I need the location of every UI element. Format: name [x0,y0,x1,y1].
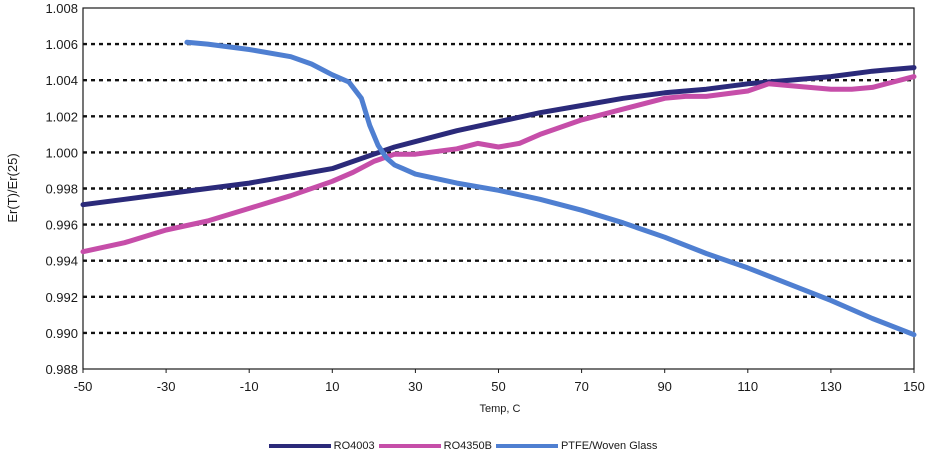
y-axis-title: Er(T)/Er(25) [5,153,20,222]
y-tick-label: 0.996 [45,218,78,233]
x-tick-label: 30 [408,379,422,394]
legend-label-ro4350b: RO4350B [443,440,492,452]
series-layer [80,39,917,338]
legend-item-ptfe: PTFE/Woven Glass [495,440,658,452]
y-tick-label: 1.006 [45,37,78,52]
legend-label-ro4003: RO4003 [333,440,375,452]
y-tick-label: 0.994 [45,254,78,269]
legend-item-ro4350b: RO4350B [378,440,492,452]
x-tick-label: 70 [574,379,588,394]
y-tick-label: 1.008 [45,1,78,16]
y-tick-label: 0.992 [45,290,78,305]
y-tick-label: 1.000 [45,145,78,160]
x-tick-label: 130 [820,379,842,394]
legend-swatch-ro4003 [268,444,331,448]
x-tick-label: 90 [657,379,671,394]
x-tick-label: -10 [240,379,259,394]
x-tick-layer: -50 -30 -10 10 30 50 70 90 110 130 150 [74,369,925,394]
x-tick-label: 110 [737,379,758,394]
y-tick-layer: 0.988 0.990 0.992 0.994 0.996 0.998 1.000 1.002… [45,1,78,377]
y-tick-label: 1.004 [45,73,78,88]
x-tick-label: -50 [74,379,93,394]
x-axis-title: Temp, C [480,403,521,415]
y-tick-label: 0.998 [45,182,78,197]
x-tick-label: -30 [157,379,176,394]
legend-swatch-ptfe [495,444,558,448]
y-tick-label: 0.990 [45,326,78,341]
series-line-2 [184,39,917,338]
series-line-0 [80,65,917,208]
x-tick-label: 50 [491,379,505,394]
legend-label-ptfe: PTFE/Woven Glass [560,440,658,452]
legend-item-ro4003: RO4003 [268,440,375,452]
x-tick-label: 150 [903,379,925,394]
y-tick-label: 1.002 [45,109,78,124]
y-tick-label: 0.988 [45,362,78,377]
legend: RO4003 RO4350B PTFE/Woven Glass [0,437,926,455]
legend-swatch-ro4350b [378,444,441,448]
series-line-1 [80,74,917,255]
x-tick-label: 10 [325,379,339,394]
